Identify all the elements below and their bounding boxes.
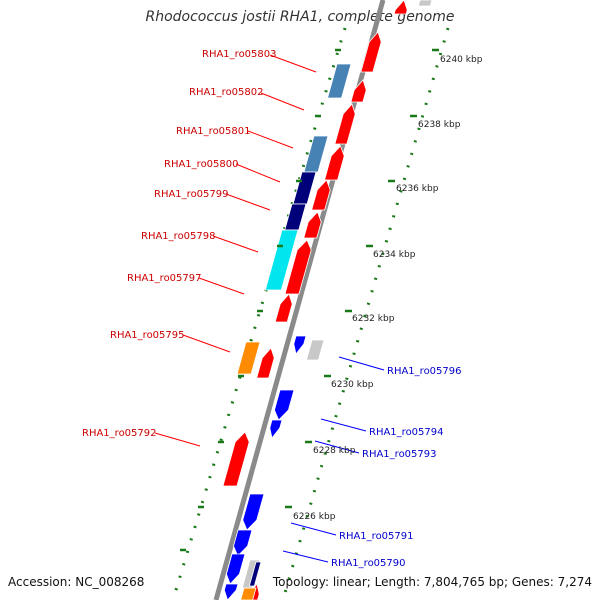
leader-ro05791 xyxy=(290,522,337,536)
gene-label-ro05792[interactable]: RHA1_ro05792 xyxy=(82,428,157,439)
gene-ro05803-red[interactable] xyxy=(360,31,382,73)
leader-ro05794 xyxy=(320,418,367,432)
gene-red-7[interactable] xyxy=(274,293,293,323)
gene-label-ro05799[interactable]: RHA1_ro05799 xyxy=(154,189,229,200)
gene-blue-bottom-2[interactable] xyxy=(223,583,239,600)
gene-label-ro05803[interactable]: RHA1_ro05803 xyxy=(202,49,277,60)
kbp-tick-label: 6240 kbp xyxy=(440,55,483,65)
leader-ro05793 xyxy=(314,440,360,454)
kbp-tick-label: 6230 kbp xyxy=(331,380,374,390)
leader-ro05792 xyxy=(154,432,201,447)
gene-ro05795-orange[interactable] xyxy=(236,341,261,375)
gene-red-1[interactable] xyxy=(350,79,367,103)
gene-red-6[interactable] xyxy=(284,239,312,295)
gene-label-ro05801[interactable]: RHA1_ro05801 xyxy=(176,126,251,137)
gene-gray-top[interactable] xyxy=(417,0,433,7)
leader-ro05800 xyxy=(235,163,281,183)
gene-ro05796-gray[interactable] xyxy=(305,339,325,361)
gene-ro05801-steelblue[interactable] xyxy=(303,135,329,173)
gene-red-5[interactable] xyxy=(303,211,322,239)
gene-label-ro05791[interactable]: RHA1_ro05791 xyxy=(339,531,414,542)
leader-ro05795 xyxy=(182,334,231,353)
gene-label-ro05800[interactable]: RHA1_ro05800 xyxy=(164,159,239,170)
leader-ro05798 xyxy=(212,235,259,253)
leader-ro05801 xyxy=(247,130,294,149)
gene-label-ro05793[interactable]: RHA1_ro05793 xyxy=(362,449,437,460)
gene-ro05796-blue[interactable] xyxy=(293,335,307,355)
gene-ro05792-red[interactable] xyxy=(222,431,250,487)
gene-ro05800-navy[interactable] xyxy=(292,171,317,205)
label-leader-lines xyxy=(154,48,439,563)
leader-ro05797 xyxy=(198,277,245,295)
gene-label-ro05796[interactable]: RHA1_ro05796 xyxy=(387,366,462,377)
kbp-tick-label: 6238 kbp xyxy=(418,120,461,130)
gene-ro05793-blue[interactable] xyxy=(269,419,283,439)
gene-red-8[interactable] xyxy=(256,347,275,379)
kbp-tick-label: 6228 kbp xyxy=(313,446,356,456)
gene-ro05791-blue[interactable] xyxy=(242,493,265,531)
gene-ro05799-navy[interactable] xyxy=(284,203,307,231)
gene-red-4[interactable] xyxy=(311,179,331,211)
gene-label-ro05794[interactable]: RHA1_ro05794 xyxy=(369,427,444,438)
leader-ro05799 xyxy=(225,193,271,211)
kbp-tick-label: 6234 kbp xyxy=(373,250,416,260)
kbp-tick-label: 6232 kbp xyxy=(352,314,395,324)
kbp-tick-label: 6236 kbp xyxy=(396,184,439,194)
gene-ro05801-red[interactable] xyxy=(334,103,356,145)
gene-label-ro05802[interactable]: RHA1_ro05802 xyxy=(189,87,264,98)
gene-ro05798-cyan[interactable] xyxy=(264,229,299,291)
gene-label-ro05798[interactable]: RHA1_ro05798 xyxy=(141,231,216,242)
gene-ro05803-steelblue[interactable] xyxy=(327,63,352,99)
leader-ro05802 xyxy=(260,92,305,111)
gene-red-3[interactable] xyxy=(324,145,345,181)
topology-label: Topology: linear; Length: 7,804,765 bp; … xyxy=(272,575,592,589)
gene-ro05794-blue[interactable] xyxy=(274,389,295,421)
gene-blue-bottom-1[interactable] xyxy=(226,553,246,585)
gene-ro05790-blue[interactable] xyxy=(233,529,253,557)
accession-label: Accession: NC_008268 xyxy=(8,575,145,589)
kbp-tick-label: 6226 kbp xyxy=(293,512,336,522)
gene-features xyxy=(222,0,433,600)
leader-ro05796 xyxy=(338,356,385,371)
gene-label-ro05795[interactable]: RHA1_ro05795 xyxy=(110,330,185,341)
leader-ro05803 xyxy=(269,54,317,73)
gene-label-ro05790[interactable]: RHA1_ro05790 xyxy=(331,558,406,569)
gene-red-top[interactable] xyxy=(393,0,408,15)
gene-navy-bottom[interactable] xyxy=(248,561,262,587)
leader-ro05790 xyxy=(282,550,329,563)
gene-label-ro05797[interactable]: RHA1_ro05797 xyxy=(127,273,202,284)
